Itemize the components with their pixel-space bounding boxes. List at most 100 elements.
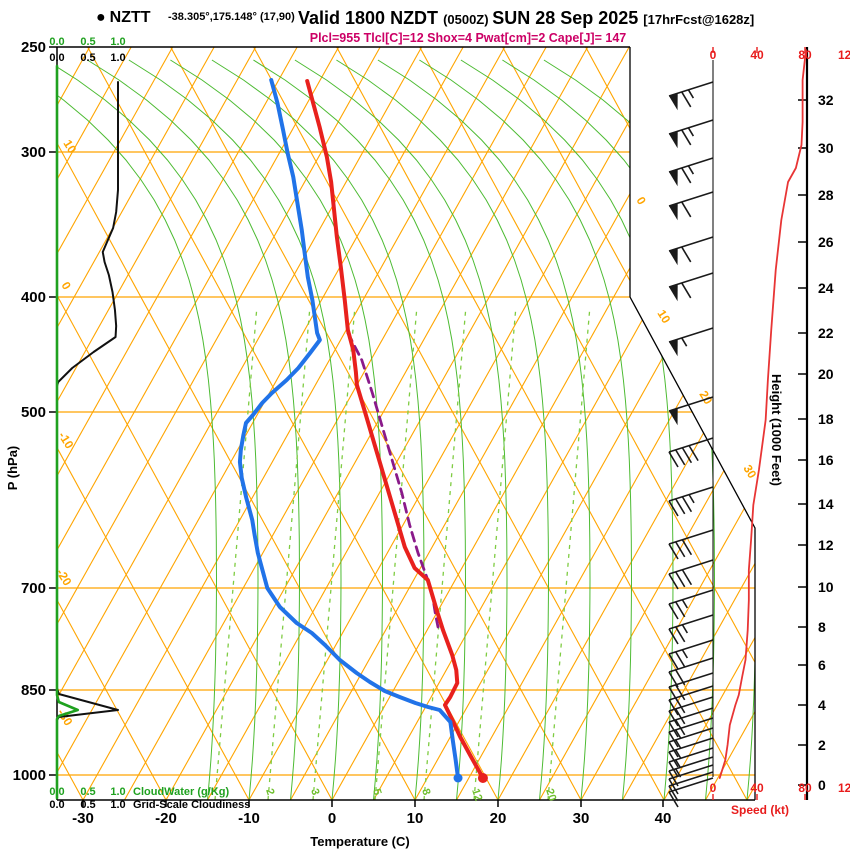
barb-full xyxy=(668,451,679,468)
wind-barb xyxy=(668,272,714,302)
wind-barb xyxy=(668,486,714,517)
barb-half xyxy=(681,599,689,609)
dry-adiabat-line xyxy=(57,47,333,800)
temperature-tick-label: 20 xyxy=(490,810,507,827)
isotherm-line xyxy=(57,47,381,800)
isotherm-label: 0 xyxy=(633,194,649,207)
cloudwater-scale-top: 0.5 xyxy=(80,36,95,48)
barb-shaft xyxy=(668,614,714,630)
barb-full xyxy=(675,626,686,643)
barb-full xyxy=(675,449,686,466)
cloudiness-profile xyxy=(56,81,119,799)
moist-adiabat-line xyxy=(211,59,425,800)
background-grid xyxy=(57,47,755,800)
barb-shaft xyxy=(668,191,714,207)
valid-time-title: Valid 1800 NZDT (0500Z) SUN 28 Sep 2025 … xyxy=(298,8,754,28)
barb-shaft xyxy=(668,589,714,605)
isotherm-label: 10 xyxy=(654,307,673,326)
mixing-ratio-line xyxy=(374,309,418,800)
barb-full xyxy=(668,751,679,768)
barb-full xyxy=(681,129,692,146)
dry-adiabat-label: 0 xyxy=(58,279,74,292)
isotherm-line xyxy=(57,47,340,800)
height-tick-label: 28 xyxy=(818,187,834,203)
isotherm-line xyxy=(57,47,423,800)
sounding-profiles xyxy=(55,49,807,800)
speed-tick-label-bottom: 120 xyxy=(838,781,850,795)
skewed-right-border xyxy=(629,47,756,800)
speed-tick-label-top: 120 xyxy=(838,48,850,62)
temperature-tick-label: 40 xyxy=(655,810,672,827)
temperature-profile xyxy=(305,79,485,780)
barb-full xyxy=(675,498,686,515)
pressure-tick-label: 250 xyxy=(21,39,46,56)
parcel-path xyxy=(346,331,440,629)
barb-full xyxy=(681,91,692,108)
pressure-tick-label: 850 xyxy=(21,682,46,699)
wind-barb xyxy=(668,727,714,758)
isotherm-line xyxy=(663,47,755,800)
barb-full xyxy=(668,653,679,670)
cloudwater-legend: CloudWater (g/Kg) xyxy=(133,786,229,798)
barb-full xyxy=(668,699,679,716)
moist-adiabat-line xyxy=(543,59,755,800)
surface-temperature-dot xyxy=(477,773,488,783)
barb-full xyxy=(681,282,692,299)
temperature-tick-label: -30 xyxy=(72,810,94,827)
barb-full xyxy=(681,496,693,513)
barb-full xyxy=(668,791,679,808)
cloudiness-scale-top: 0.0 xyxy=(49,52,64,64)
barb-shaft xyxy=(668,559,714,575)
dry-adiabat-line xyxy=(57,47,250,800)
height-tick-label: 10 xyxy=(818,579,834,595)
barb-full xyxy=(668,710,679,727)
isotherm-line xyxy=(248,47,672,800)
wind-barb xyxy=(668,717,714,748)
cloudwater-scale-bottom: 1.0 xyxy=(110,786,125,798)
dry-adiabat-line xyxy=(751,47,755,800)
moist-adiabat-line xyxy=(57,59,218,800)
wind-barb xyxy=(668,396,714,426)
wind-barb xyxy=(668,81,714,111)
barb-shaft xyxy=(668,327,714,343)
moist-adiabat-line xyxy=(460,59,674,800)
mixing-ratio-label: 20 xyxy=(543,787,558,802)
barb-shaft xyxy=(668,639,714,655)
barb-shaft xyxy=(668,236,714,252)
wind-barb xyxy=(668,119,714,149)
barb-full xyxy=(668,628,679,645)
temperature-tick-label: 30 xyxy=(573,810,590,827)
cloudiness-scale-top: 1.0 xyxy=(110,52,125,64)
wind-barb xyxy=(668,191,714,221)
speed-tick-label-bottom: 0 xyxy=(710,781,717,795)
moist-adiabat-line xyxy=(128,59,342,800)
pressure-tick-label: 300 xyxy=(21,144,46,161)
isotherm-line xyxy=(57,47,464,800)
barb-full xyxy=(668,573,679,590)
stability-indices: Plcl=955 Tlcl[C]=12 Shox=4 Pwat[cm]=2 Ca… xyxy=(310,31,627,45)
wind-speed-profile xyxy=(718,49,807,779)
pressure-tick-label: 500 xyxy=(21,404,46,421)
mixing-ratio-label: 3 xyxy=(308,787,321,797)
barb-shaft xyxy=(668,529,714,545)
barb-full xyxy=(668,778,679,795)
height-tick-label: 0 xyxy=(818,777,826,793)
wind-barb xyxy=(668,777,714,808)
barb-shaft xyxy=(668,672,714,688)
barb-shaft xyxy=(668,157,714,173)
barb-full xyxy=(675,684,686,701)
barb-shaft xyxy=(668,764,714,780)
mixing-ratio-label: 2 xyxy=(263,787,276,797)
height-tick-label: 4 xyxy=(818,697,826,713)
moist-adiabat-line xyxy=(170,59,384,800)
wind-barb xyxy=(668,685,714,716)
dry-adiabat-line xyxy=(419,47,755,800)
surface-dewpoint-dot xyxy=(453,773,463,783)
barb-full xyxy=(681,447,693,464)
wind-barb xyxy=(668,764,714,795)
height-tick-label: 6 xyxy=(818,657,826,673)
barb-full xyxy=(668,721,679,738)
barb-full xyxy=(668,543,679,560)
barb-half xyxy=(675,729,682,739)
barb-full xyxy=(675,651,686,668)
